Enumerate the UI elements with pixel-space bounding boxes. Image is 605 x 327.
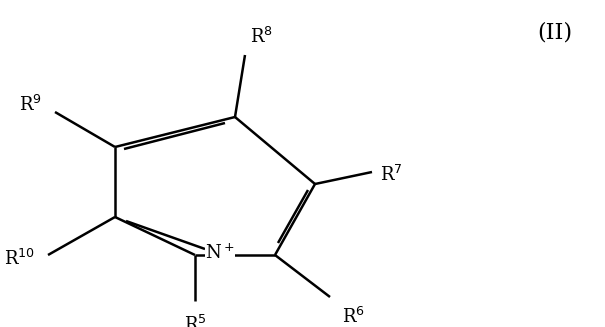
Text: N$^+$: N$^+$: [205, 243, 235, 263]
Text: R$^5$: R$^5$: [184, 315, 206, 327]
Text: R$^{10}$: R$^{10}$: [4, 249, 35, 269]
Text: R$^7$: R$^7$: [380, 165, 402, 185]
Text: R$^8$: R$^8$: [250, 27, 273, 47]
Text: R$^6$: R$^6$: [342, 307, 365, 327]
Text: (II): (II): [537, 22, 572, 44]
Text: R$^9$: R$^9$: [19, 95, 42, 115]
